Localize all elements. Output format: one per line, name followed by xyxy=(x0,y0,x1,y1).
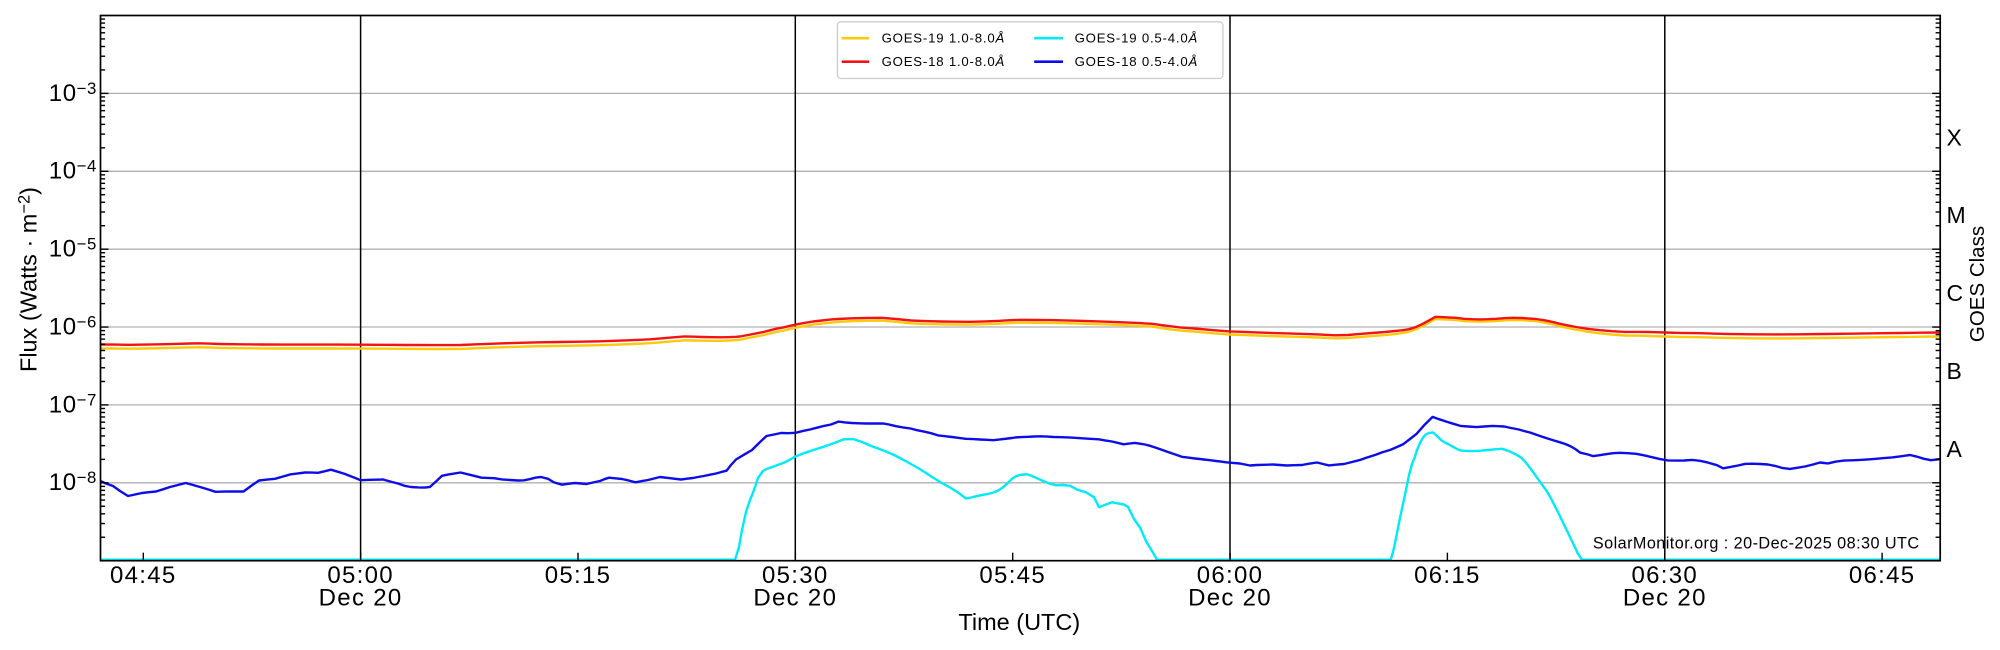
svg-text:06:15: 06:15 xyxy=(1414,562,1481,589)
svg-text:Flux (Watts · m−2): Flux (Watts · m−2) xyxy=(16,187,42,372)
svg-text:10−5: 10−5 xyxy=(49,235,97,263)
svg-text:10−6: 10−6 xyxy=(49,312,97,340)
svg-text:10−8: 10−8 xyxy=(49,468,97,496)
svg-text:06:00: 06:00 xyxy=(1197,562,1264,589)
svg-text:10−7: 10−7 xyxy=(49,390,97,418)
svg-text:05:00: 05:00 xyxy=(327,562,394,589)
svg-text:X: X xyxy=(1947,124,1962,150)
svg-text:M: M xyxy=(1947,202,1966,228)
svg-text:Dec 20: Dec 20 xyxy=(1623,584,1707,611)
svg-text:04:45: 04:45 xyxy=(110,562,177,589)
svg-text:05:15: 05:15 xyxy=(545,562,612,589)
svg-text:06:45: 06:45 xyxy=(1849,562,1916,589)
svg-text:Dec 20: Dec 20 xyxy=(753,584,837,611)
svg-text:Time (UTC): Time (UTC) xyxy=(958,609,1080,635)
svg-text:Dec 20: Dec 20 xyxy=(319,584,403,611)
svg-text:06:30: 06:30 xyxy=(1632,562,1699,589)
svg-text:10−3: 10−3 xyxy=(49,79,97,107)
svg-text:C: C xyxy=(1947,280,1964,306)
svg-text:SolarMonitor.org : 20-Dec-2025: SolarMonitor.org : 20-Dec-2025 08:30 UTC xyxy=(1593,534,1920,552)
svg-text:GOES-18 1.0-8.0Å: GOES-18 1.0-8.0Å xyxy=(882,54,1006,69)
svg-text:B: B xyxy=(1947,358,1962,384)
svg-text:GOES Class: GOES Class xyxy=(1966,226,1989,342)
svg-text:05:45: 05:45 xyxy=(979,562,1046,589)
svg-text:Dec 20: Dec 20 xyxy=(1188,584,1272,611)
svg-text:GOES-18 0.5-4.0Å: GOES-18 0.5-4.0Å xyxy=(1075,54,1199,69)
svg-text:05:30: 05:30 xyxy=(762,562,829,589)
svg-text:A: A xyxy=(1947,436,1963,462)
svg-text:GOES-19 1.0-8.0Å: GOES-19 1.0-8.0Å xyxy=(882,30,1006,45)
svg-text:10−4: 10−4 xyxy=(49,157,97,185)
svg-text:GOES-19 0.5-4.0Å: GOES-19 0.5-4.0Å xyxy=(1075,30,1199,45)
